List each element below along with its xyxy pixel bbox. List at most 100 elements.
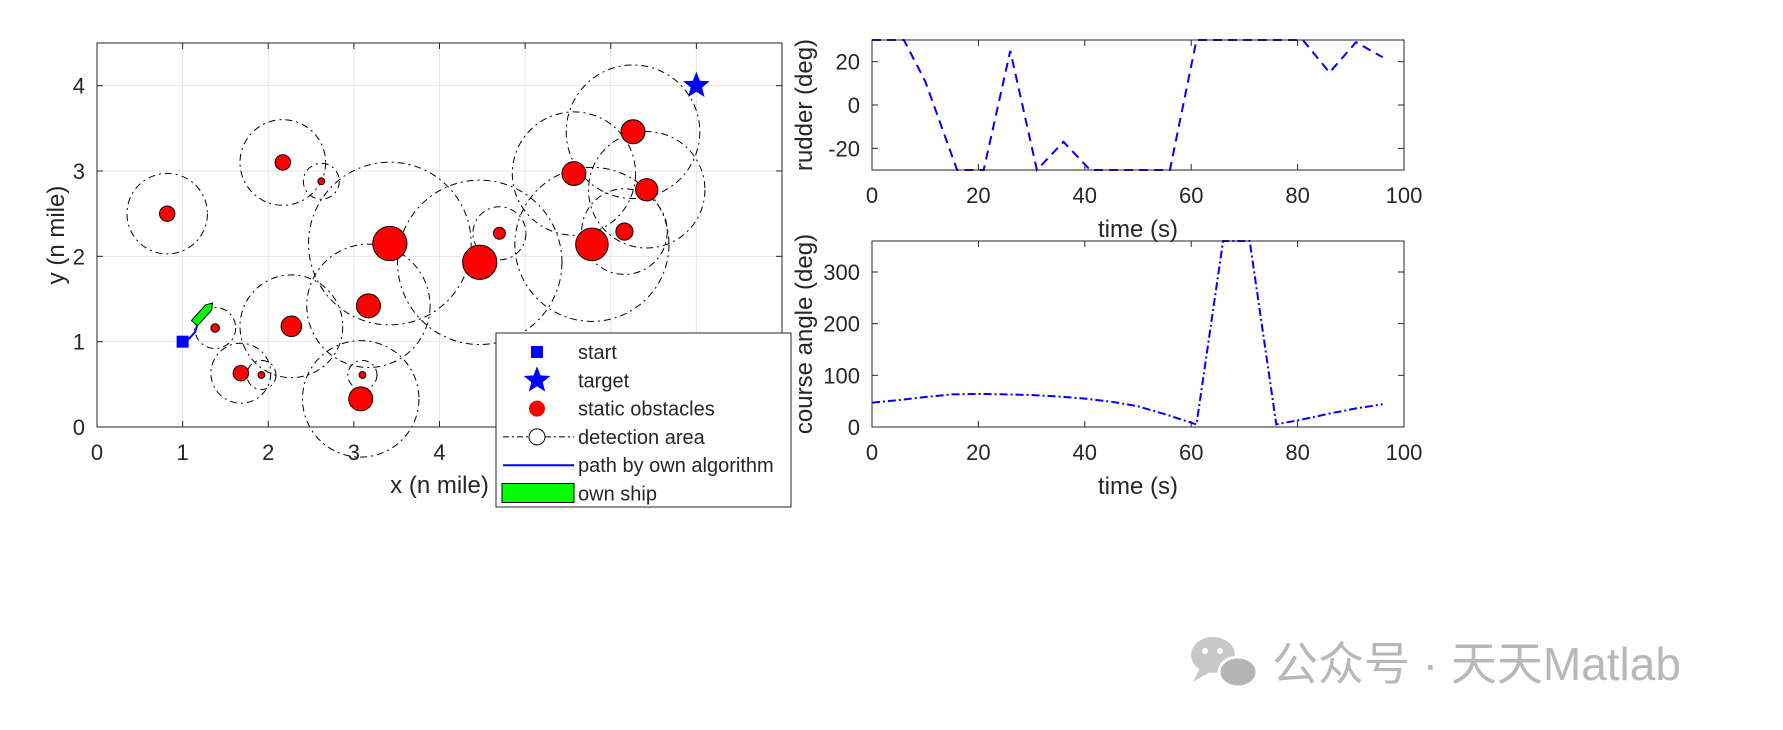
course-series-line: [871, 240, 1383, 426]
map-y-tick-label: 3: [73, 159, 85, 184]
legend-star-icon: [523, 366, 551, 392]
course-ticks: 0 20 40 60 80 100 0 100 200 300: [823, 241, 1422, 465]
rud-x-tick-label: 60: [1179, 183, 1203, 208]
detection-circle: [581, 188, 668, 275]
detection-circle: [239, 274, 344, 379]
obstacle-dot: [358, 371, 367, 379]
rudder-axes-box: [871, 39, 1405, 171]
obstacle-dot: [635, 178, 659, 202]
legend-patch-icon: [501, 483, 575, 503]
rudder-x-label: time (s): [1098, 216, 1178, 243]
map-detection-areas: [126, 64, 706, 458]
wechat-icon: [1191, 637, 1259, 689]
crs-x-tick-label: 100: [1386, 440, 1423, 465]
rud-x-tick-label: 0: [866, 183, 878, 208]
detection-circle: [511, 111, 637, 236]
obstacle-dot: [159, 205, 176, 222]
rud-x-tick-label: 80: [1285, 183, 1309, 208]
obstacle-dot: [210, 323, 220, 333]
crs-y-tick-label: 200: [823, 312, 860, 337]
map-y-tick-label: 2: [73, 244, 85, 269]
map-x-label: x (n mile): [390, 472, 489, 499]
obstacle-dot: [615, 222, 634, 241]
obstacle-dot: [317, 177, 326, 186]
detection-circle: [307, 161, 472, 326]
detection-circle: [239, 119, 327, 206]
legend-label: target: [578, 370, 630, 392]
legend-label: detection area: [578, 427, 706, 449]
map-x-tick-label: 2: [262, 440, 274, 465]
rud-x-tick-label: 100: [1386, 183, 1423, 208]
course-y-label: course angle (deg): [791, 234, 818, 434]
detection-circle: [587, 131, 706, 249]
own-ship-shape: [190, 302, 214, 327]
obstacle-dot: [274, 154, 292, 171]
crs-y-tick-label: 300: [823, 260, 860, 285]
own-ship: [190, 302, 214, 327]
legend-item-line: path by own algorithm: [503, 455, 774, 477]
course-axes-box: [871, 240, 1405, 428]
crs-y-tick-label: 0: [848, 415, 860, 440]
target-star: [683, 71, 710, 97]
crs-x-tick-label: 60: [1179, 440, 1203, 465]
map-x-tick-label: 4: [433, 440, 445, 465]
crs-x-tick-label: 20: [966, 440, 990, 465]
map-y-tick-label: 0: [73, 415, 85, 440]
course-x-label: time (s): [1098, 473, 1178, 500]
obstacle-dot: [355, 293, 381, 319]
legend-item-square: start: [531, 342, 617, 364]
obstacle-dot: [561, 161, 587, 187]
crs-x-tick-label: 40: [1073, 440, 1097, 465]
detection-circle: [210, 342, 272, 404]
obstacle-dot: [257, 371, 266, 379]
watermark-text: 公众号 · 天天Matlab: [1272, 638, 1681, 690]
legend-item-dot: static obstacles: [529, 399, 715, 421]
detection-circle: [565, 64, 701, 200]
legend-label: static obstacles: [578, 399, 715, 421]
map-x-tick-label: 3: [348, 440, 360, 465]
start-marker: [176, 335, 189, 348]
crs-y-tick-label: 100: [823, 363, 860, 388]
crs-x-tick-label: 0: [866, 440, 878, 465]
obstacle-dot: [575, 227, 609, 262]
detection-circle: [514, 166, 670, 322]
legend-dot-icon: [529, 400, 545, 417]
obstacle-dot: [620, 119, 646, 145]
map-y-label: y (n mile): [43, 186, 70, 285]
legend-label: path by own algorithm: [578, 455, 774, 477]
obstacle-dot: [462, 244, 498, 280]
legend-square-icon: [531, 346, 543, 358]
obstacle-dot: [372, 225, 408, 262]
map-legend: start target static obstacles detection are…: [495, 332, 792, 508]
obstacle-dot: [492, 226, 506, 240]
map-y-tick-label: 4: [73, 74, 85, 99]
detection-circle: [306, 243, 431, 368]
legend-box: [495, 332, 792, 508]
rudder-y-label: rudder (deg): [791, 39, 818, 171]
rud-y-tick-label: 0: [848, 93, 860, 118]
rud-y-tick-label: -20: [828, 136, 860, 161]
legend-circle-icon: [528, 428, 546, 446]
obstacle-dot: [348, 386, 374, 412]
crs-x-tick-label: 80: [1285, 440, 1309, 465]
rud-x-tick-label: 20: [966, 183, 990, 208]
map-obstacles: [159, 119, 659, 412]
map-x-tick-label: 0: [91, 440, 103, 465]
detection-circle: [126, 172, 208, 255]
obstacle-dot: [232, 365, 250, 382]
legend-label: own ship: [578, 484, 657, 506]
detection-circle: [472, 206, 527, 261]
detection-circle: [302, 340, 420, 458]
legend-label: start: [578, 342, 617, 364]
watermark: 公众号 · 天天Matlab: [1191, 637, 1681, 690]
map-y-tick-label: 1: [73, 330, 85, 355]
legend-item-dashcircle: detection area: [503, 427, 706, 449]
legend-item-star: target: [523, 366, 630, 392]
rudder-series-line: [872, 39, 1384, 173]
obstacle-dot: [280, 315, 303, 338]
map-x-tick-label: 1: [177, 440, 189, 465]
detection-circle: [397, 179, 563, 346]
